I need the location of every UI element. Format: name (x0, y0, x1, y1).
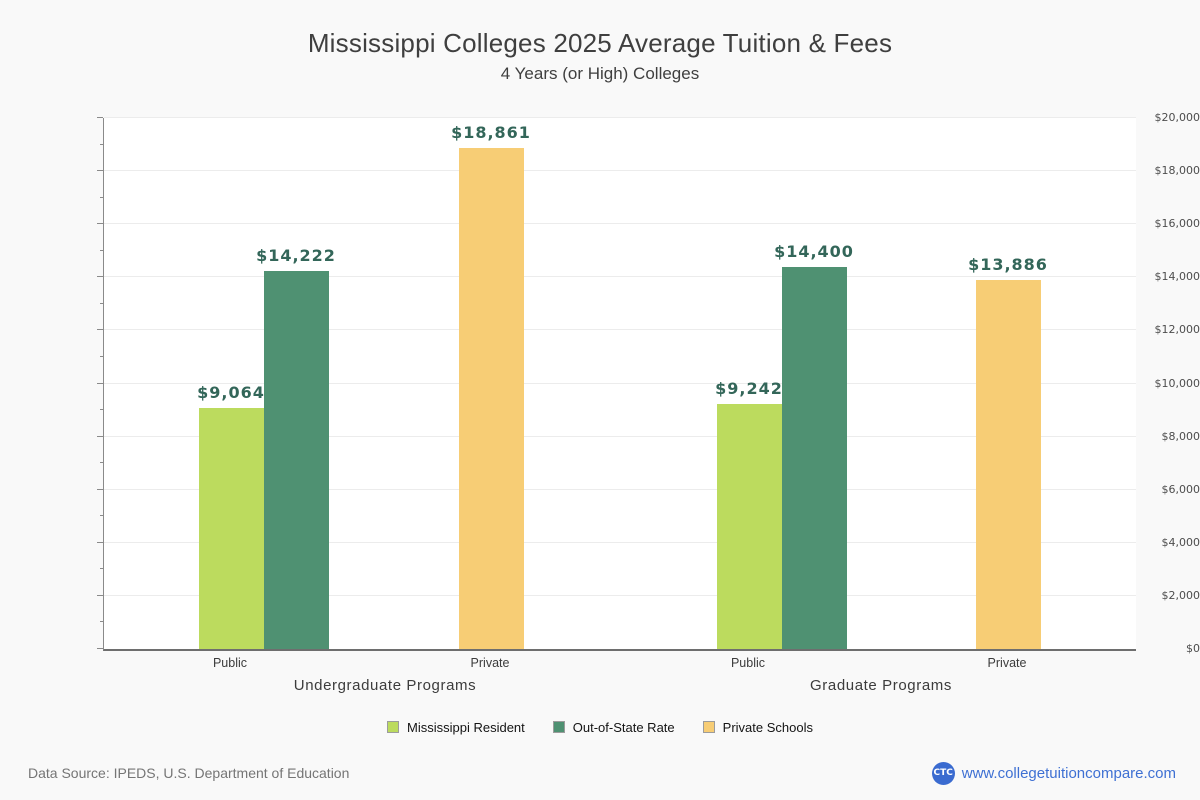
legend-swatch (387, 721, 399, 733)
bar-value-label: $14,222 (256, 246, 336, 265)
y-axis-minor-tick (100, 355, 103, 357)
bar-out-of-state-rate (263, 271, 329, 649)
bar-value-label: $18,861 (451, 123, 531, 142)
y-axis-minor-tick (100, 409, 103, 411)
y-axis-minor-tick (100, 249, 103, 251)
y-tick-label: $0 (1186, 642, 1200, 655)
y-tick-label: $20,000 (1154, 111, 1200, 124)
y-tick-label: $8,000 (1161, 429, 1200, 443)
legend: Mississippi Resident Out-of-State Rate Pri… (0, 716, 1200, 738)
y-axis-minor-tick (100, 568, 103, 570)
x-group-label: Undergraduate Programs (293, 677, 477, 694)
y-axis-major-tick (97, 488, 103, 490)
bar-value-label: $9,064 (197, 383, 265, 402)
y-axis-minor-tick (100, 196, 103, 198)
legend-label: Mississippi Resident (407, 719, 525, 735)
chart-title: Mississippi Colleges 2025 Average Tuitio… (307, 28, 893, 58)
y-axis-minor-tick (100, 302, 103, 304)
gridline (104, 276, 1136, 278)
gridline (104, 488, 1136, 490)
x-category-label: Public (212, 656, 248, 670)
legend-item: Private Schools (702, 719, 813, 735)
legend-label: Private Schools (722, 719, 813, 735)
legend-item: Out-of-State Rate (552, 719, 675, 735)
y-axis-minor-tick (100, 621, 103, 623)
x-category-label: Private (987, 656, 1027, 670)
legend-swatch (552, 721, 565, 733)
bar-out-of-state-rate (781, 267, 847, 649)
y-axis-minor-tick (100, 515, 103, 517)
y-axis-major-tick (97, 223, 103, 225)
y-axis-major-tick (97, 541, 103, 543)
gridline (104, 117, 1136, 118)
bar-mississippi-resident (716, 404, 782, 649)
bar-value-label: $14,400 (774, 242, 854, 261)
gridline (104, 170, 1136, 172)
plot-area: $9,064 $14,222 $18,861 $9,242 $14,400 $13,886 (97, 117, 1136, 651)
y-axis-major-tick (97, 648, 103, 649)
y-axis-minor-tick (100, 143, 103, 145)
y-tick-label: $2,000 (1161, 588, 1200, 602)
y-axis-major-tick (97, 594, 103, 596)
y-axis-major-tick (97, 435, 103, 437)
gridline (104, 541, 1136, 543)
y-tick-label: $16,000 (1154, 217, 1200, 231)
bar-private-schools (458, 148, 524, 649)
y-axis-minor-tick (100, 462, 103, 464)
y-tick-label: $14,000 (1154, 270, 1200, 284)
y-axis-major-tick (97, 329, 103, 331)
y-tick-label: $6,000 (1161, 482, 1200, 496)
gridline (104, 435, 1136, 437)
website-link[interactable]: www.collegetuitioncompare.com (961, 764, 1176, 782)
y-axis-major-tick (97, 117, 103, 118)
ctc-logo-icon: CTC (931, 761, 955, 785)
x-group-label: Graduate Programs (810, 677, 952, 694)
gridline (104, 223, 1136, 225)
footer: Data Source: IPEDS, U.S. Department of E… (28, 760, 1176, 786)
y-axis-major-tick (97, 170, 103, 172)
legend-swatch (702, 721, 715, 733)
y-axis-major-tick (97, 276, 103, 278)
bar-mississippi-resident (198, 408, 264, 649)
gridline (104, 594, 1136, 596)
x-category-label: Private (470, 656, 510, 670)
chart-subtitle: 4 Years (or High) Colleges (500, 64, 700, 83)
legend-item: Mississippi Resident (387, 720, 525, 735)
y-tick-label: $12,000 (1154, 323, 1200, 337)
y-tick-label: $10,000 (1154, 376, 1200, 390)
y-tick-label: $18,000 (1154, 164, 1200, 178)
legend-label: Out-of-State Rate (572, 719, 675, 735)
x-category-label: Public (730, 656, 766, 670)
bar-private-schools (975, 280, 1041, 649)
bar-value-label: $13,886 (968, 255, 1048, 274)
data-source-text: Data Source: IPEDS, U.S. Department of E… (28, 765, 350, 781)
gridline (104, 329, 1136, 331)
footer-branding: CTC www.collegetuitioncompare.com (931, 761, 1176, 785)
bar-value-label: $9,242 (715, 379, 783, 398)
y-tick-label: $4,000 (1161, 535, 1200, 549)
gridline (104, 382, 1136, 384)
y-axis-major-tick (97, 382, 103, 384)
